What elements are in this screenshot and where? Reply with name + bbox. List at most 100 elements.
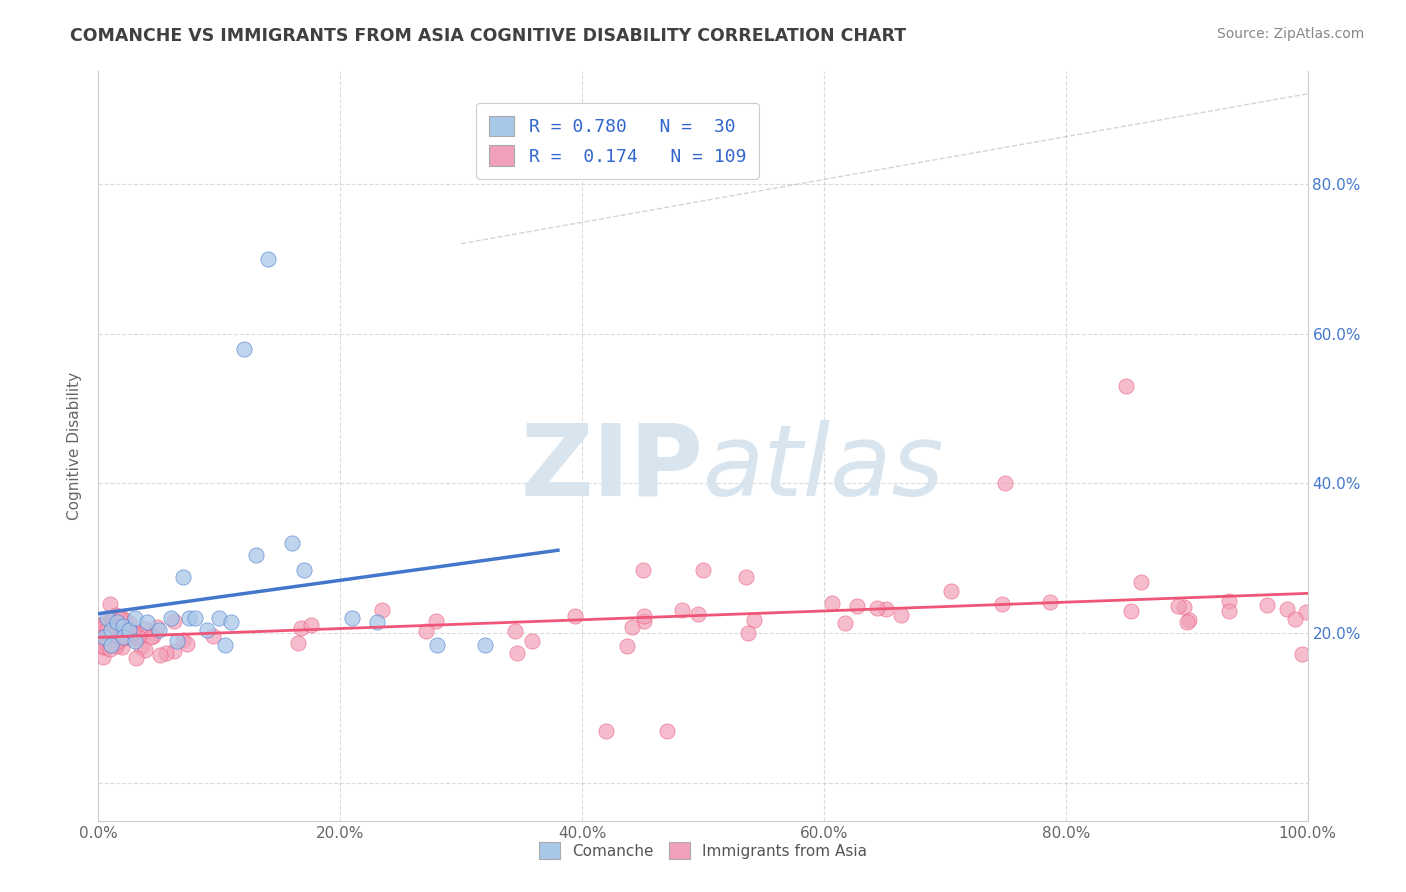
Point — [595, 723, 617, 738]
Point — [520, 633, 543, 648]
Point — [415, 624, 437, 638]
Text: Source: ZipAtlas.com: Source: ZipAtlas.com — [1216, 27, 1364, 41]
Point — [93, 640, 115, 655]
Point — [146, 620, 169, 634]
Point — [1291, 647, 1313, 661]
Point — [129, 640, 152, 654]
Point — [184, 611, 207, 625]
Point — [90, 632, 112, 646]
Point — [166, 633, 188, 648]
Point — [91, 649, 114, 664]
Point — [1121, 604, 1143, 618]
Point — [474, 638, 496, 652]
Point — [91, 621, 114, 635]
Point — [118, 632, 141, 646]
Point — [1218, 604, 1240, 618]
Point — [100, 612, 122, 626]
Point — [135, 615, 157, 629]
Point — [221, 615, 243, 629]
Point — [125, 630, 148, 644]
Point — [90, 619, 112, 633]
Point — [176, 637, 198, 651]
Point — [98, 631, 121, 645]
Point — [100, 623, 122, 637]
Point — [134, 642, 156, 657]
Point — [671, 602, 693, 616]
Point — [105, 615, 128, 629]
Point — [688, 607, 710, 622]
Point — [124, 611, 146, 625]
Point — [104, 638, 127, 652]
Point — [114, 613, 136, 627]
Point — [142, 630, 165, 644]
Point — [96, 611, 118, 625]
Point — [941, 584, 963, 599]
Point — [90, 636, 112, 650]
Point — [245, 548, 267, 562]
Point — [98, 597, 121, 611]
Text: COMANCHE VS IMMIGRANTS FROM ASIA COGNITIVE DISABILITY CORRELATION CHART: COMANCHE VS IMMIGRANTS FROM ASIA COGNITI… — [70, 27, 907, 45]
Point — [163, 614, 186, 628]
Point — [93, 640, 115, 654]
Point — [1175, 615, 1198, 629]
Point — [616, 639, 638, 653]
Point — [148, 648, 170, 663]
Point — [105, 608, 128, 623]
Point — [104, 624, 127, 638]
Point — [692, 563, 714, 577]
Point — [890, 608, 912, 623]
Point — [148, 623, 170, 637]
Point — [172, 633, 194, 648]
Point — [105, 639, 128, 653]
Point — [564, 608, 586, 623]
Point — [179, 611, 201, 625]
Point — [1218, 594, 1240, 608]
Point — [91, 640, 114, 654]
Point — [371, 603, 394, 617]
Point — [1295, 606, 1317, 620]
Point — [1177, 613, 1199, 627]
Text: ZIP: ZIP — [520, 420, 703, 517]
Point — [97, 634, 120, 648]
Point — [1038, 594, 1060, 608]
Point — [111, 619, 134, 633]
Point — [111, 630, 134, 644]
Point — [160, 611, 183, 625]
Point — [256, 252, 278, 266]
Point — [821, 596, 844, 610]
Point — [104, 631, 127, 645]
Point — [1129, 574, 1152, 589]
Point — [735, 570, 758, 584]
Point — [163, 643, 186, 657]
Point — [103, 623, 125, 637]
Point — [214, 638, 236, 652]
Point — [127, 630, 149, 644]
Point — [281, 536, 304, 550]
Point — [506, 646, 529, 660]
Point — [101, 637, 124, 651]
Point — [366, 615, 388, 629]
Point — [208, 611, 231, 625]
Point — [98, 642, 121, 657]
Point — [134, 622, 156, 636]
Point — [846, 599, 869, 614]
Point — [96, 622, 118, 636]
Point — [1256, 598, 1278, 612]
Point — [155, 646, 177, 660]
Point — [91, 629, 114, 643]
Text: atlas: atlas — [703, 420, 945, 517]
Point — [98, 621, 121, 635]
Point — [1167, 599, 1189, 613]
Point — [139, 630, 162, 644]
Point — [101, 635, 124, 649]
Point — [195, 623, 218, 637]
Point — [834, 616, 856, 631]
Point — [737, 626, 759, 640]
Y-axis label: Cognitive Disability: Cognitive Disability — [67, 372, 83, 520]
Point — [114, 630, 136, 644]
Point — [1173, 599, 1195, 614]
Point — [93, 630, 115, 644]
Point — [620, 620, 643, 634]
Point — [122, 626, 145, 640]
Point — [96, 640, 118, 654]
